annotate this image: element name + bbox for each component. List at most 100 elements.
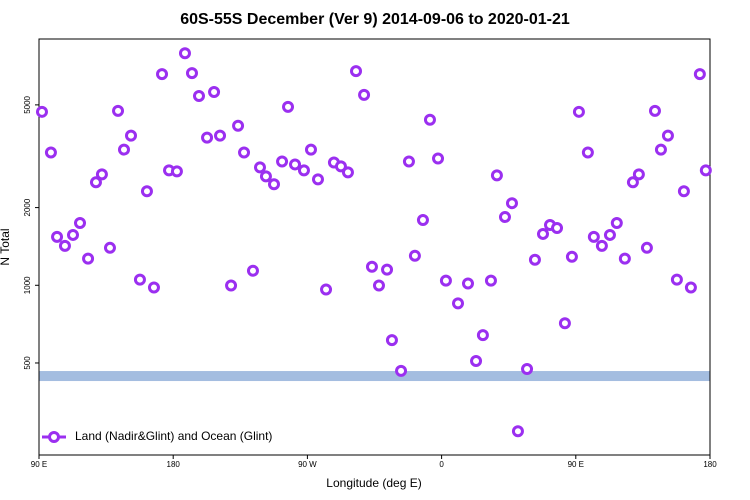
data-point [416, 214, 429, 227]
y-tick-label: 1000 [23, 276, 32, 294]
data-point [595, 239, 608, 252]
x-tick-label: 90 W [298, 460, 317, 469]
data-point [350, 65, 363, 78]
data-point [125, 129, 138, 142]
data-point [461, 277, 474, 290]
data-point [528, 253, 541, 266]
data-point [572, 105, 585, 118]
data-point [44, 146, 57, 159]
data-point [381, 263, 394, 276]
data-point [253, 161, 266, 174]
data-point [192, 89, 205, 102]
data-point [117, 143, 130, 156]
data-point [289, 158, 302, 171]
data-point [670, 273, 683, 286]
data-point [439, 274, 452, 287]
data-point [476, 329, 489, 342]
data-point [684, 281, 697, 294]
reference-band [39, 371, 710, 382]
data-point [395, 364, 408, 377]
data-point [208, 85, 221, 98]
data-point [470, 354, 483, 367]
data-point [551, 222, 564, 235]
y-tick-label: 5000 [23, 95, 32, 113]
data-point [51, 230, 64, 243]
data-point [334, 160, 347, 173]
data-point [648, 104, 661, 117]
y-axis-label: N Total [0, 228, 12, 265]
x-tick-label: 180 [703, 460, 717, 469]
data-point [618, 252, 631, 265]
x-tick-label: 0 [439, 460, 444, 469]
data-point [82, 252, 95, 265]
data-point [297, 164, 310, 177]
plot-frame [38, 38, 711, 456]
data-point [225, 279, 238, 292]
data-point [320, 283, 333, 296]
data-point [610, 217, 623, 230]
data-point [408, 249, 421, 262]
data-point [170, 165, 183, 178]
data-point [654, 143, 667, 156]
data-point [89, 176, 102, 189]
data-point [632, 168, 645, 181]
data-point [178, 47, 191, 60]
data-point [536, 227, 549, 240]
data-point [185, 67, 198, 80]
data-point [699, 164, 712, 177]
data-point [452, 297, 465, 310]
data-point [156, 68, 169, 81]
data-point [587, 230, 600, 243]
data-point [304, 143, 317, 156]
data-point [677, 185, 690, 198]
data-point [640, 241, 653, 254]
data-point [581, 146, 594, 159]
data-point [140, 185, 153, 198]
data-point [74, 217, 87, 230]
data-point [58, 239, 71, 252]
y-tick-label: 2000 [23, 198, 32, 216]
y-tick-label: 500 [23, 356, 32, 370]
data-point [432, 152, 445, 165]
data-point [661, 129, 674, 142]
x-axis-label: Longitude (deg E) [326, 476, 421, 490]
data-point [372, 279, 385, 292]
data-point [133, 273, 146, 286]
data-point [35, 105, 48, 118]
data-point [267, 178, 280, 191]
data-point [402, 155, 415, 168]
data-point [66, 228, 79, 241]
data-point [423, 113, 436, 126]
data-point [558, 317, 571, 330]
data-point [246, 264, 259, 277]
data-point [693, 68, 706, 81]
data-point [238, 146, 251, 159]
data-point [365, 260, 378, 273]
data-point [511, 425, 524, 438]
legend-label: Land (Nadir&Glint) and Ocean (Glint) [75, 429, 272, 443]
x-tick-label: 90 E [568, 460, 584, 469]
data-point [259, 170, 272, 183]
x-tick-label: 180 [167, 460, 181, 469]
data-point [341, 166, 354, 179]
data-point [565, 250, 578, 263]
data-point [521, 362, 534, 375]
data-point [103, 241, 116, 254]
data-point [358, 88, 371, 101]
data-point [311, 173, 324, 186]
data-point [626, 176, 639, 189]
data-point [484, 274, 497, 287]
data-point [498, 211, 511, 224]
data-point [232, 119, 245, 132]
data-point [112, 104, 125, 117]
legend-marker [48, 431, 60, 443]
data-point [603, 228, 616, 241]
data-point [505, 197, 518, 210]
x-tick-label: 90 E [31, 460, 47, 469]
data-point [147, 281, 160, 294]
data-point [276, 155, 289, 168]
data-point [282, 100, 295, 113]
data-point [490, 169, 503, 182]
data-point [201, 131, 214, 144]
